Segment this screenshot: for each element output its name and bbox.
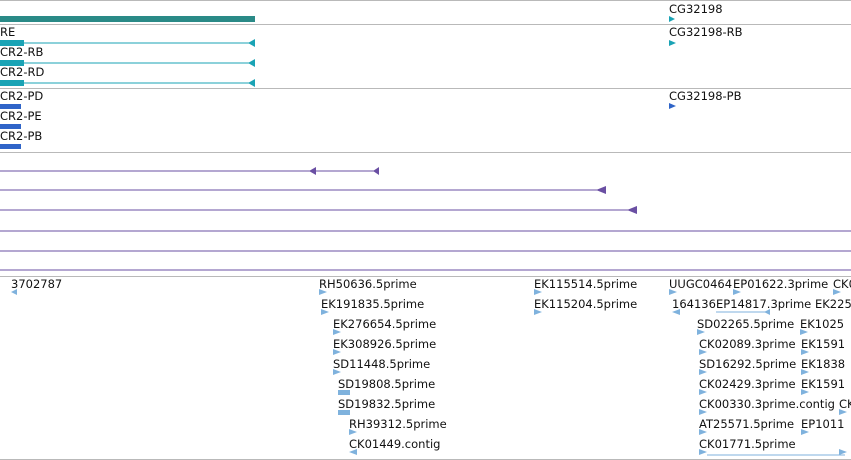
est-label[interactable]: 164136 bbox=[672, 297, 716, 311]
est-marker bbox=[839, 409, 847, 415]
gene-strand-arrow bbox=[669, 16, 675, 22]
protein-pb-glyph bbox=[0, 144, 21, 149]
est-marker bbox=[733, 289, 741, 295]
transcript-label-re[interactable]: RE bbox=[0, 25, 16, 39]
protein-pd-glyph bbox=[0, 104, 21, 109]
est-label[interactable]: CK02089.3prime bbox=[699, 337, 796, 351]
est-marker bbox=[699, 429, 707, 435]
transcript-rb-glyph[interactable] bbox=[0, 59, 255, 67]
est-label[interactable]: RH50636.5prime bbox=[319, 277, 417, 291]
est-label[interactable]: SD11448.5prime bbox=[333, 357, 431, 371]
transcript-right-arrow bbox=[669, 40, 676, 46]
est-marker bbox=[697, 329, 705, 335]
est-marker bbox=[333, 349, 341, 355]
alignment-3[interactable] bbox=[0, 206, 637, 214]
est-marker bbox=[672, 309, 680, 315]
est-marker bbox=[669, 289, 677, 295]
est-marker bbox=[699, 389, 707, 395]
est-marker bbox=[800, 329, 808, 335]
est-marker bbox=[11, 289, 17, 295]
est-label[interactable]: CK00330.3prime.contig bbox=[699, 397, 835, 411]
est-marker bbox=[699, 449, 707, 455]
est-label[interactable]: EK1591 bbox=[801, 337, 846, 351]
est-marker bbox=[333, 369, 341, 375]
protein-label-pd[interactable]: CR2-PD bbox=[0, 89, 44, 103]
est-marker bbox=[801, 349, 809, 355]
transcript-glyphs bbox=[0, 39, 676, 87]
est-label-left[interactable]: 3702787 bbox=[11, 277, 63, 291]
est-marker bbox=[764, 309, 770, 315]
est-marker bbox=[333, 329, 341, 335]
est-marker bbox=[699, 369, 707, 375]
est-marker bbox=[699, 409, 707, 415]
est-marker bbox=[338, 410, 350, 415]
est-label[interactable]: EK308926.5prime bbox=[333, 337, 437, 351]
est-marker bbox=[801, 389, 809, 395]
alignment-1[interactable] bbox=[0, 167, 379, 175]
est-label[interactable]: SD16292.5prime bbox=[699, 357, 797, 371]
est-label[interactable]: EP01622.3prime bbox=[733, 277, 829, 291]
est-marker bbox=[349, 429, 357, 435]
alignment-2[interactable] bbox=[0, 186, 606, 194]
est-label[interactable]: EK1838 bbox=[801, 357, 846, 371]
est-marker bbox=[321, 309, 329, 315]
est-label[interactable]: EK276654.5prime bbox=[333, 317, 437, 331]
gene-marker bbox=[669, 16, 675, 22]
track-separator bbox=[0, 24, 851, 25]
est-label[interactable]: UUGC0464 bbox=[669, 277, 733, 291]
est-label[interactable]: CK0 bbox=[839, 397, 851, 411]
protein-label-pe[interactable]: CR2-PE bbox=[0, 109, 42, 123]
transcript-rd-glyph[interactable] bbox=[0, 79, 255, 87]
est-label[interactable]: EK191835.5prime bbox=[321, 297, 425, 311]
track-separator bbox=[0, 276, 851, 277]
est-label[interactable]: RH39312.5prime bbox=[349, 417, 447, 431]
protein-pe-glyph bbox=[0, 124, 21, 129]
est-label[interactable]: SD19832.5prime bbox=[338, 397, 436, 411]
transcript-re-glyph[interactable] bbox=[0, 39, 255, 47]
track-border-top bbox=[0, 0, 851, 1]
gene-bar[interactable] bbox=[0, 16, 255, 22]
est-label[interactable]: CK0 bbox=[833, 277, 851, 291]
est-label[interactable]: CK01771.5prime bbox=[699, 437, 796, 451]
protein-right-arrow bbox=[669, 103, 676, 109]
est-label[interactable]: EK1025 bbox=[800, 317, 845, 331]
est-label[interactable]: EK225 bbox=[815, 297, 851, 311]
gene-label[interactable]: CG32198 bbox=[669, 2, 723, 16]
protein-glyphs bbox=[0, 103, 676, 149]
est-marker bbox=[699, 349, 707, 355]
est-label[interactable]: EK1591 bbox=[801, 377, 846, 391]
est-marker bbox=[839, 449, 847, 455]
est-marker bbox=[319, 289, 327, 295]
est-marker bbox=[801, 429, 809, 435]
est-label[interactable]: SD19808.5prime bbox=[338, 377, 436, 391]
est-marker bbox=[349, 449, 357, 455]
protein-label-pb[interactable]: CR2-PB bbox=[0, 129, 43, 143]
est-label[interactable]: AT25571.5prime bbox=[699, 417, 795, 431]
est-label[interactable]: EK115204.5prime bbox=[534, 297, 638, 311]
est-marker bbox=[534, 309, 542, 315]
est-marker bbox=[801, 369, 809, 375]
est-label[interactable]: EP14817.3prime bbox=[716, 297, 812, 311]
est-label[interactable]: EK115514.5prime bbox=[534, 277, 638, 291]
est-marker bbox=[833, 289, 841, 295]
protein-label-right[interactable]: CG32198-PB bbox=[669, 89, 742, 103]
est-label[interactable]: CK01449.contig bbox=[349, 437, 441, 451]
transcript-label-rd[interactable]: CR2-RD bbox=[0, 65, 45, 79]
est-marker bbox=[338, 390, 350, 395]
alignment-track bbox=[0, 167, 851, 271]
est-label[interactable]: EP1011 bbox=[801, 417, 845, 431]
est-marker bbox=[534, 289, 542, 295]
est-label[interactable]: CK02429.3prime bbox=[699, 377, 796, 391]
track-separator bbox=[0, 88, 851, 89]
track-separator bbox=[0, 152, 851, 153]
transcript-label-right[interactable]: CG32198-RB bbox=[669, 25, 743, 39]
est-label[interactable]: SD02265.5prime bbox=[697, 317, 795, 331]
transcript-label-rb[interactable]: CR2-RB bbox=[0, 45, 44, 59]
